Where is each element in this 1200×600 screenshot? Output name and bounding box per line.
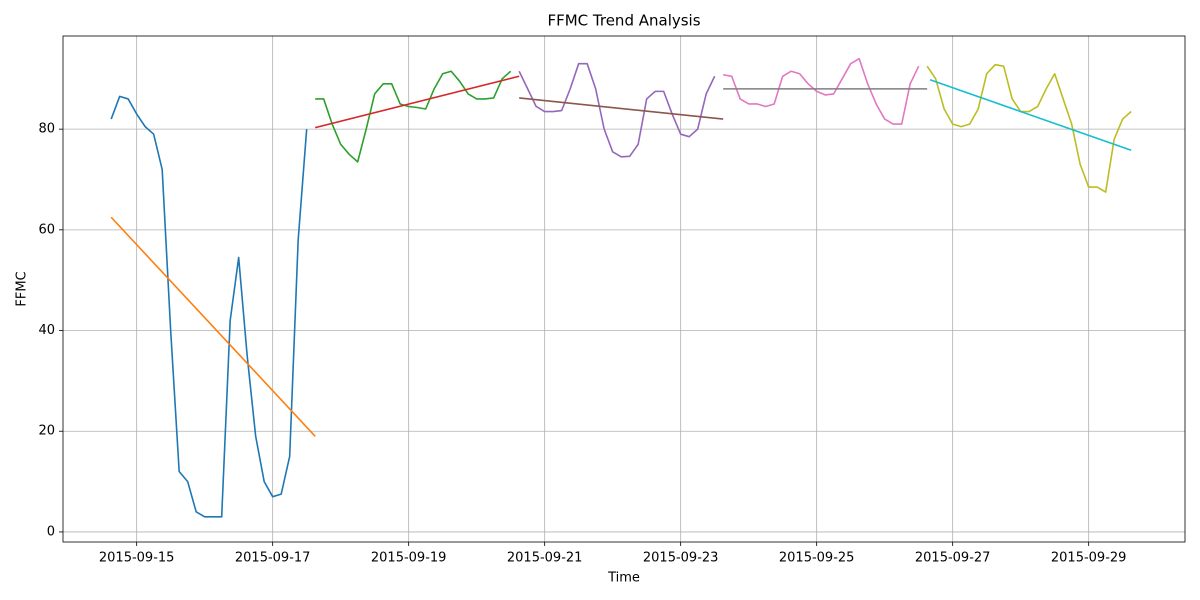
chart-title: FFMC Trend Analysis <box>547 12 700 30</box>
series-line <box>926 63 1132 193</box>
series-line <box>314 75 520 129</box>
series-line <box>723 57 920 125</box>
y-tick-label: 60 <box>38 222 55 237</box>
x-tick-label: 2015-09-19 <box>371 551 447 566</box>
series-line <box>518 62 716 158</box>
x-tick-label: 2015-09-29 <box>1051 551 1127 566</box>
x-axis-label: Time <box>607 571 640 586</box>
y-tick-label: 0 <box>47 524 55 539</box>
plot-frame <box>62 35 1186 543</box>
y-tick-label: 20 <box>38 424 55 439</box>
series-line <box>110 216 316 437</box>
x-tick-label: 2015-09-21 <box>507 551 583 566</box>
y-axis-label: FFMC <box>15 271 30 306</box>
x-tick-label: 2015-09-17 <box>235 551 311 566</box>
y-tick-label: 40 <box>38 323 55 338</box>
series-line <box>929 79 1132 152</box>
series-line <box>110 95 308 518</box>
x-tick-label: 2015-09-27 <box>915 551 991 566</box>
x-tick-label: 2015-09-25 <box>779 551 855 566</box>
x-tick-label: 2015-09-23 <box>643 551 719 566</box>
series-line <box>519 97 724 120</box>
y-tick-label: 80 <box>38 122 55 137</box>
x-tick-label: 2015-09-15 <box>99 551 175 566</box>
series-line <box>315 70 512 163</box>
